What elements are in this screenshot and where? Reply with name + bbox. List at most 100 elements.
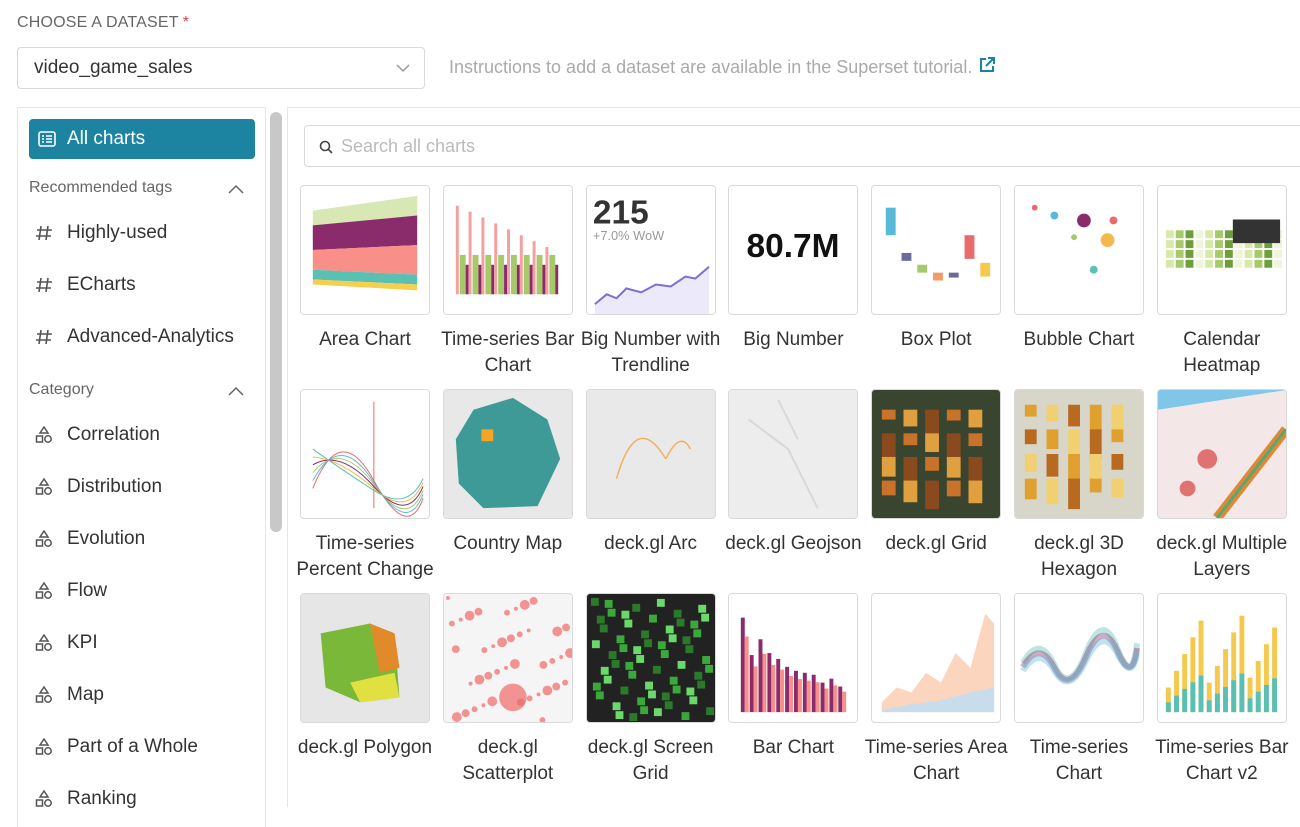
search-box[interactable]: Search all charts	[304, 125, 1300, 167]
chart-card[interactable]: deck.gl Multiple Layers	[1156, 389, 1287, 583]
chart-card[interactable]: Time-series Chart	[1013, 593, 1144, 787]
section-header[interactable]: Recommended tags	[29, 179, 244, 197]
thumbnail-image	[443, 186, 572, 314]
chart-name: Big Number with Trendline	[580, 329, 721, 376]
thumbnail-image	[586, 594, 715, 722]
chart-card[interactable]: Time-series Area Chart	[865, 593, 1008, 787]
chart-card[interactable]: 80.7M Big Number	[728, 185, 859, 379]
tag-item[interactable]: Advanced-Analytics	[29, 324, 234, 350]
category-item[interactable]: Distribution	[29, 474, 162, 500]
sidebar: All charts Recommended tags Category Hig…	[17, 107, 266, 827]
chart-card[interactable]: Time-series Bar Chart	[441, 185, 574, 379]
instructions-text: Instructions to add a dataset are availa…	[449, 57, 973, 77]
chart-card[interactable]: deck.gl Polygon	[298, 593, 432, 787]
thumbnail-image	[872, 390, 1001, 518]
dataset-select[interactable]: video_game_sales	[17, 47, 425, 89]
section-title: Category	[29, 381, 94, 398]
chart-card[interactable]: deck.gl Arc	[585, 389, 716, 583]
tag-text: Advanced-Analytics	[67, 326, 234, 347]
category-item[interactable]: Correlation	[29, 422, 160, 448]
category-icon	[35, 634, 52, 651]
chart-card[interactable]: deck.gl Grid	[871, 389, 1002, 583]
chart-grid: Area Chart Time-series Bar Chart 215 +7.0% …	[296, 185, 1288, 787]
thumbnail-image	[1014, 594, 1143, 722]
thumbnail	[1013, 389, 1144, 519]
category-item[interactable]: Evolution	[29, 526, 145, 552]
chart-card[interactable]: Box Plot	[871, 185, 1002, 379]
category-icon	[35, 686, 52, 703]
chart-name: deck.gl 3D Hexagon	[1034, 533, 1124, 580]
chart-name: deck.gl Scatterplot	[462, 737, 554, 784]
chart-card[interactable]: deck.gl 3D Hexagon	[1013, 389, 1144, 583]
thumbnail-text: 215	[593, 194, 649, 231]
thumbnail-image	[872, 186, 1001, 314]
thumbnail-image	[301, 390, 429, 518]
category-text: KPI	[67, 632, 98, 653]
scrollbar[interactable]	[270, 112, 282, 532]
chart-name: deck.gl Screen Grid	[587, 737, 714, 784]
thumbnail: 80.7M	[728, 185, 859, 315]
thumbnail	[1013, 185, 1144, 315]
category-icon	[35, 426, 52, 443]
search-placeholder: Search all charts	[341, 136, 476, 156]
thumbnail-image	[443, 390, 572, 518]
chart-name: deck.gl Geojson	[725, 533, 862, 554]
thumbnail-image	[1157, 594, 1286, 722]
chart-card[interactable]: Bar Chart	[728, 593, 859, 787]
chart-card[interactable]: Country Map	[442, 389, 573, 583]
divider	[287, 107, 1300, 108]
all-charts[interactable]: All charts	[29, 119, 255, 159]
chart-name: Time-series Percent Change	[296, 533, 434, 580]
chevron	[396, 64, 410, 73]
label-text: CHOOSE A DATASET	[17, 14, 179, 31]
section-header[interactable]: Category	[29, 381, 244, 399]
thumbnail: 215 +7.0% WoW	[585, 185, 716, 315]
thumbnail	[871, 389, 1002, 519]
tag-item[interactable]: ECharts	[29, 272, 136, 298]
chart-name: Country Map	[453, 533, 563, 554]
all-charts-text: All charts	[67, 128, 146, 149]
chart-name: Bubble Chart	[1023, 329, 1135, 350]
chart-name: deck.gl Polygon	[297, 737, 433, 758]
select-value: video_game_sales	[34, 57, 193, 78]
thumbnail-image	[872, 594, 1001, 722]
chart-card[interactable]: Bubble Chart	[1013, 185, 1144, 379]
external-link[interactable]	[978, 56, 996, 74]
chart-card[interactable]: Calendar Heatmap	[1156, 185, 1287, 379]
chart-card[interactable]: Time-series Bar Chart v2	[1155, 593, 1288, 787]
chart-name: Time-series Bar Chart v2	[1155, 737, 1289, 784]
chart-card[interactable]: 215 +7.0% WoW Big Number with Trendline	[581, 185, 720, 379]
thumbnail-image	[1014, 390, 1143, 518]
category-text: Correlation	[67, 424, 160, 445]
category-item[interactable]: Flow	[29, 578, 107, 604]
chart-card[interactable]: deck.gl Screen Grid	[585, 593, 716, 787]
thumbnail	[871, 185, 1002, 315]
thumbnail-image	[443, 594, 572, 722]
chart-card[interactable]: deck.gl Geojson	[725, 389, 862, 583]
category-text: Evolution	[67, 528, 146, 549]
page: CHOOSE A DATASET * video_game_sales Instr…	[17, 14, 1300, 827]
tag-item[interactable]: Highly-used	[29, 220, 167, 246]
category-item[interactable]: Part of a Whole	[29, 734, 198, 760]
thumbnail	[1156, 389, 1287, 519]
tag-text: ECharts	[67, 274, 136, 295]
thumbnail	[300, 389, 430, 519]
thumbnail	[585, 593, 716, 723]
thumbnail	[300, 593, 430, 723]
chart-name: deck.gl Arc	[604, 533, 698, 554]
divider	[287, 107, 288, 807]
category-item[interactable]: Ranking	[29, 786, 137, 812]
thumbnail-image	[729, 390, 858, 518]
chart-card[interactable]: Area Chart	[300, 185, 430, 379]
thumbnail	[1013, 593, 1144, 723]
category-item[interactable]: KPI	[29, 630, 98, 656]
collapse	[228, 386, 244, 396]
search-icon	[319, 140, 333, 154]
chart-name: deck.gl Multiple Layers	[1156, 533, 1288, 580]
chart-card[interactable]: deck.gl Scatterplot	[442, 593, 573, 787]
thumbnail-image	[301, 186, 429, 314]
chart-card[interactable]: Time-series Percent Change	[296, 389, 434, 583]
category-item[interactable]: Map	[29, 682, 104, 708]
thumbnail-text: 80.7M	[747, 228, 840, 265]
category-text: Map	[67, 684, 104, 705]
